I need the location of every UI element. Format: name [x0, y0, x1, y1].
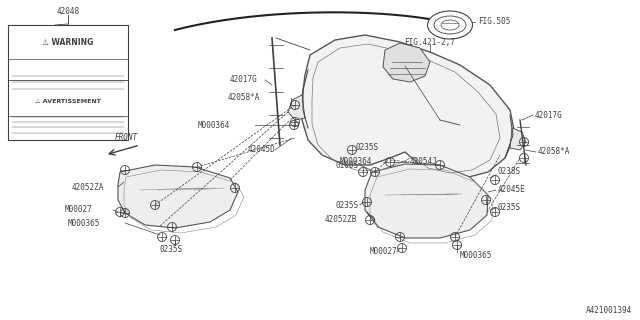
Polygon shape [365, 164, 488, 238]
Polygon shape [118, 165, 238, 228]
Polygon shape [302, 35, 515, 178]
Text: 42052ZB: 42052ZB [325, 215, 357, 225]
Text: M00027: M00027 [65, 205, 93, 214]
Text: 42048: 42048 [56, 7, 79, 17]
Text: 0235S: 0235S [355, 142, 378, 151]
Polygon shape [383, 43, 430, 82]
Bar [8, 25, 128, 140]
Ellipse shape [441, 20, 459, 30]
Text: 42017G: 42017G [230, 76, 258, 84]
Text: M000364: M000364 [198, 121, 230, 130]
Text: 42052ZA: 42052ZA [72, 182, 104, 191]
Text: M000364: M000364 [340, 157, 372, 166]
Text: 0235S: 0235S [335, 201, 358, 210]
Text: M00027: M00027 [370, 247, 397, 257]
Text: FIG.505: FIG.505 [478, 18, 510, 27]
Polygon shape [288, 95, 305, 120]
Text: 42054J: 42054J [410, 157, 438, 166]
Ellipse shape [428, 11, 472, 39]
Ellipse shape [434, 16, 466, 34]
Text: 0238S: 0238S [498, 167, 521, 177]
Text: 0235S: 0235S [160, 245, 183, 254]
Text: 0100S: 0100S [335, 161, 358, 170]
Text: M000365: M000365 [460, 251, 492, 260]
Text: ⚠ AVERTISSEMENT: ⚠ AVERTISSEMENT [35, 99, 101, 104]
Text: 42017G: 42017G [535, 110, 563, 119]
Text: ⚠ WARNING: ⚠ WARNING [42, 38, 93, 47]
Text: FRONT: FRONT [115, 133, 138, 142]
Text: A421001394: A421001394 [586, 306, 632, 315]
Text: 0235S: 0235S [498, 204, 521, 212]
Text: 42045E: 42045E [498, 186, 525, 195]
Text: 42058*A: 42058*A [228, 93, 260, 102]
Polygon shape [510, 128, 526, 150]
Text: 42058*A: 42058*A [538, 148, 570, 156]
Text: M000365: M000365 [68, 219, 100, 228]
Text: FIG.421-2,7: FIG.421-2,7 [404, 37, 456, 46]
Text: 42045D: 42045D [248, 146, 276, 155]
